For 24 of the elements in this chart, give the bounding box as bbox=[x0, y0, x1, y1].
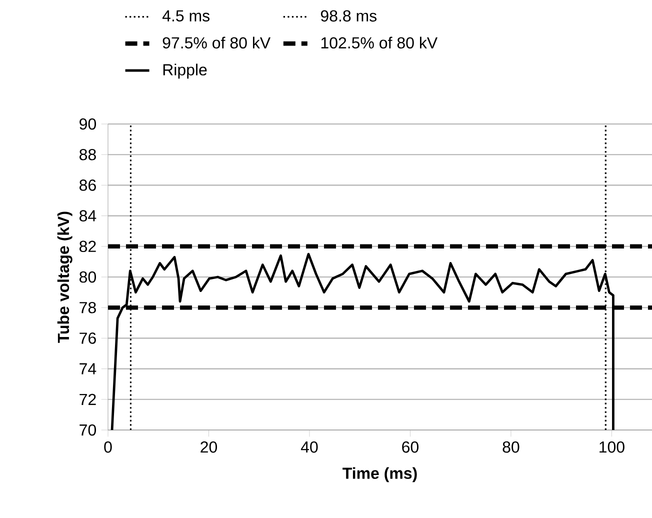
y-tick-label: 74 bbox=[80, 363, 96, 374]
legend-label: 98.8 ms bbox=[320, 10, 377, 22]
y-tick-label: 88 bbox=[80, 148, 96, 160]
legend-label: 97.5% of 80 kV bbox=[162, 36, 271, 49]
y-tick-label: 80 bbox=[80, 271, 96, 283]
y-tick-label: 72 bbox=[80, 394, 96, 405]
y-tick-label: 78 bbox=[80, 302, 96, 314]
y-tick-label: 82 bbox=[80, 240, 96, 252]
x-tick-label: 100 bbox=[600, 441, 624, 453]
x-tick-label: 40 bbox=[300, 441, 318, 453]
y-axis-title: Tube voltage (kV) bbox=[57, 212, 72, 343]
legend-label: 4.5 ms bbox=[162, 10, 210, 22]
x-tick-label: 80 bbox=[502, 441, 520, 453]
x-tick-label: 20 bbox=[200, 441, 218, 453]
legend-label: 102.5% of 80 kV bbox=[321, 36, 438, 49]
x-axis-title: Time (ms) bbox=[342, 467, 417, 482]
y-tick-label: 86 bbox=[80, 180, 96, 191]
x-tick-label: 0 bbox=[104, 441, 112, 453]
y-tick-label: 76 bbox=[80, 332, 96, 344]
y-tick-label: 84 bbox=[80, 210, 96, 222]
y-tick-label: 70 bbox=[80, 424, 96, 436]
y-tick-label: 90 bbox=[80, 118, 96, 130]
x-tick-label: 60 bbox=[402, 441, 419, 453]
legend-label: Ripple bbox=[163, 64, 207, 79]
